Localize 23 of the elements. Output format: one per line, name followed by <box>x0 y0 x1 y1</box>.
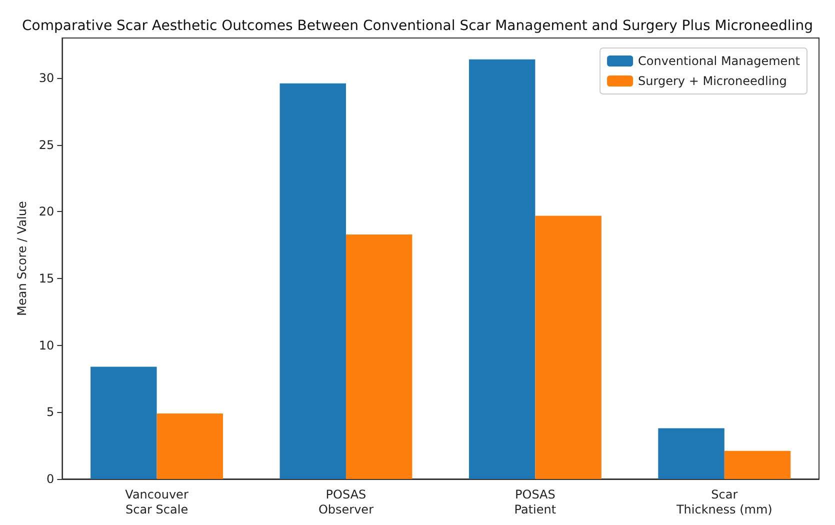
bar <box>156 414 223 479</box>
y-tick-label: 10 <box>38 338 54 352</box>
bar <box>280 83 346 479</box>
y-tick-label: 15 <box>38 272 54 286</box>
legend-label: Surgery + Microneedling <box>638 74 787 88</box>
y-tick-label: 0 <box>46 472 54 486</box>
y-tick-label: 25 <box>38 138 54 152</box>
x-tick-label: POSAS Patient <box>514 488 556 516</box>
bar <box>346 234 412 479</box>
y-tick-label: 20 <box>38 204 54 219</box>
y-tick-label: 5 <box>46 405 54 420</box>
bar <box>468 59 536 479</box>
bar <box>90 366 157 479</box>
y-axis-title: Mean Score / Value <box>15 201 29 316</box>
bar <box>658 428 724 479</box>
x-tick-label: Scar Thickness (mm) <box>675 488 772 516</box>
bar <box>535 216 602 479</box>
y-tick-label: 30 <box>38 71 54 86</box>
x-tick-label: POSAS Observer <box>318 488 374 516</box>
legend-label: Conventional Management <box>638 54 800 68</box>
x-tick-label: Vancouver Scar Scale <box>125 488 188 516</box>
bar <box>724 450 791 479</box>
chart-title: Comparative Scar Aesthetic Outcomes Between Conventional Scar Management and Surgery Plus Microneedling <box>22 18 813 34</box>
